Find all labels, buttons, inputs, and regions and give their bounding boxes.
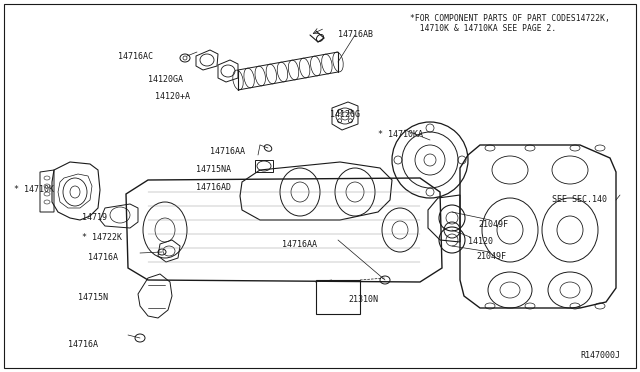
Text: 14716AA: 14716AA — [282, 240, 317, 249]
Text: 21310N: 21310N — [348, 295, 378, 304]
Text: 14120G: 14120G — [330, 110, 360, 119]
Text: * 14710K: * 14710K — [14, 185, 54, 194]
Text: 14715N: 14715N — [78, 293, 108, 302]
Text: 14716A: 14716A — [88, 253, 118, 262]
Text: 21049F: 21049F — [476, 252, 506, 261]
Text: 14715NA: 14715NA — [196, 165, 231, 174]
Text: 14716AA: 14716AA — [210, 147, 245, 156]
Text: *FOR COMPONENT PARTS OF PART CODES14722K,: *FOR COMPONENT PARTS OF PART CODES14722K… — [410, 14, 610, 23]
Text: 14120GA: 14120GA — [148, 75, 183, 84]
Text: R147000J: R147000J — [580, 351, 620, 360]
Text: * 14722K: * 14722K — [82, 233, 122, 242]
Text: 14716AB: 14716AB — [338, 30, 373, 39]
Text: 14716AC: 14716AC — [118, 52, 153, 61]
Bar — [255, 160, 273, 172]
Text: 14120: 14120 — [468, 237, 493, 246]
Bar — [316, 280, 360, 314]
Text: SEE SEC.140: SEE SEC.140 — [552, 195, 607, 204]
Text: * 14710KA: * 14710KA — [378, 130, 423, 139]
Text: 14719: 14719 — [82, 213, 107, 222]
Text: 21049F: 21049F — [478, 220, 508, 229]
Text: 14710K & 14710KA SEE PAGE 2.: 14710K & 14710KA SEE PAGE 2. — [410, 24, 556, 33]
Text: 14716AD: 14716AD — [196, 183, 231, 192]
Text: 14716A: 14716A — [68, 340, 98, 349]
Text: 14120+A: 14120+A — [155, 92, 190, 101]
